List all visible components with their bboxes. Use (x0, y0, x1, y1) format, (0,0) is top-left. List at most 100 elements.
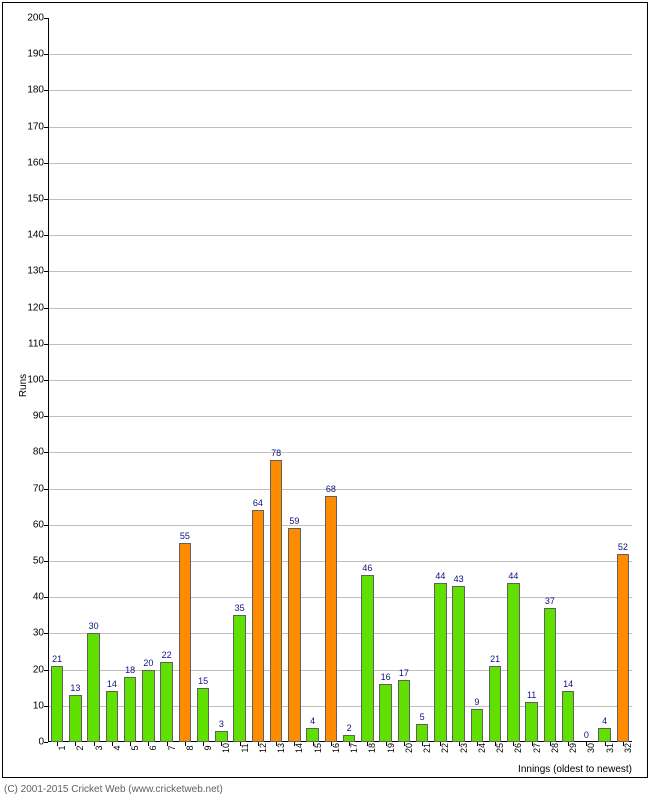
bar (598, 728, 610, 742)
bar (106, 691, 118, 742)
bar (562, 691, 574, 742)
bar-value-label: 4 (310, 716, 315, 726)
bar (69, 695, 81, 742)
bar (489, 666, 501, 742)
x-tick-label: 10 (221, 743, 231, 753)
bar-value-label: 55 (180, 531, 190, 541)
x-tick-label: 25 (495, 743, 505, 753)
bar (434, 583, 446, 742)
bar-value-label: 3 (219, 719, 224, 729)
bar (379, 684, 391, 742)
y-tick-label: 150 (27, 194, 44, 205)
x-tick-label: 7 (167, 745, 177, 750)
bar (270, 460, 282, 742)
x-tick-label: 12 (258, 743, 268, 753)
y-tick-label: 160 (27, 157, 44, 168)
y-tick-label: 30 (33, 628, 44, 639)
x-tick-label: 6 (148, 745, 158, 750)
bar-value-label: 21 (52, 654, 62, 664)
bar (361, 575, 373, 742)
bar-value-label: 14 (107, 679, 117, 689)
x-tick-label: 23 (459, 743, 469, 753)
bar-value-label: 64 (253, 498, 263, 508)
y-tick (44, 742, 48, 743)
grid-line (48, 416, 632, 417)
x-tick-label: 30 (586, 743, 596, 753)
bar-value-label: 44 (508, 571, 518, 581)
y-tick-label: 170 (27, 121, 44, 132)
bar-value-label: 20 (143, 658, 153, 668)
x-tick-label: 17 (349, 743, 359, 753)
x-tick-label: 1 (57, 745, 67, 750)
x-tick-label: 24 (477, 743, 487, 753)
x-tick-label: 16 (331, 743, 341, 753)
chart-container: 0102030405060708090100110120130140150160… (0, 0, 650, 800)
bar (233, 615, 245, 742)
x-tick-label: 13 (276, 743, 286, 753)
bar-value-label: 2 (347, 723, 352, 733)
bar (343, 735, 355, 742)
bar-value-label: 0 (584, 730, 589, 740)
x-tick-label: 32 (623, 743, 633, 753)
x-tick-label: 5 (130, 745, 140, 750)
y-tick-label: 110 (28, 338, 44, 349)
y-tick-label: 0 (38, 737, 44, 748)
y-tick-label: 40 (33, 592, 44, 603)
bar (179, 543, 191, 742)
y-tick-label: 130 (27, 266, 44, 277)
x-tick-label: 14 (294, 743, 304, 753)
grid-line (48, 308, 632, 309)
y-tick-label: 100 (27, 375, 44, 386)
x-tick-label: 27 (532, 743, 542, 753)
bar-value-label: 52 (618, 542, 628, 552)
bar-value-label: 22 (162, 650, 172, 660)
bar (215, 731, 227, 742)
y-tick-label: 80 (33, 447, 44, 458)
bar-value-label: 78 (271, 448, 281, 458)
grid-line (48, 235, 632, 236)
bar-value-label: 44 (435, 571, 445, 581)
bar-value-label: 21 (490, 654, 500, 664)
bar-value-label: 18 (125, 665, 135, 675)
bar (87, 633, 99, 742)
bar (325, 496, 337, 742)
grid-line (48, 380, 632, 381)
y-tick-label: 10 (33, 700, 44, 711)
bar (452, 586, 464, 742)
y-axis-title: Runs (18, 374, 29, 397)
plot-area: 0102030405060708090100110120130140150160… (48, 18, 632, 742)
y-axis-line (48, 18, 49, 742)
bar-value-label: 11 (527, 690, 536, 700)
x-tick-label: 26 (513, 743, 523, 753)
bar-value-label: 14 (563, 679, 573, 689)
y-tick-label: 200 (27, 13, 44, 24)
y-tick-label: 60 (33, 519, 44, 530)
bar (142, 670, 154, 742)
x-tick-label: 3 (94, 745, 104, 750)
bar (252, 510, 264, 742)
bar-value-label: 43 (454, 574, 464, 584)
x-tick-label: 18 (367, 743, 377, 753)
y-tick-label: 180 (27, 85, 44, 96)
bar-value-label: 9 (474, 697, 479, 707)
bar (160, 662, 172, 742)
bar (416, 724, 428, 742)
x-tick-label: 9 (203, 745, 213, 750)
copyright-text: (C) 2001-2015 Cricket Web (www.cricketwe… (4, 784, 223, 795)
x-tick-label: 19 (386, 743, 396, 753)
bar (617, 554, 629, 742)
x-tick-label: 29 (568, 743, 578, 753)
y-tick-label: 50 (33, 556, 44, 567)
grid-line (48, 127, 632, 128)
bar (197, 688, 209, 742)
grid-line (48, 271, 632, 272)
bar (124, 677, 136, 742)
y-tick-label: 90 (33, 411, 44, 422)
grid-line (48, 90, 632, 91)
grid-line (48, 344, 632, 345)
bar (525, 702, 537, 742)
x-tick-label: 28 (550, 743, 560, 753)
bar-value-label: 35 (235, 603, 245, 613)
bar-value-label: 15 (198, 676, 208, 686)
x-tick-label: 15 (313, 743, 323, 753)
